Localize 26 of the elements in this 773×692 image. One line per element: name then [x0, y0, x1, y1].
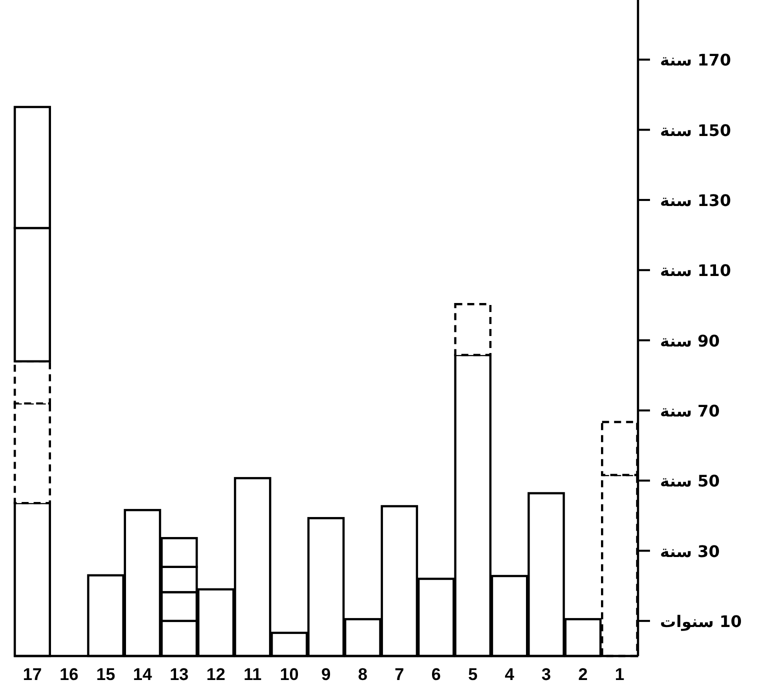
y-tick-label: 50 سنة: [660, 472, 720, 491]
y-tick-label: 90 سنة: [660, 331, 720, 350]
y-tick-label: 70 سنة: [660, 401, 720, 420]
x-tick-label: 11: [244, 665, 262, 684]
x-tick-label: 10: [280, 665, 299, 684]
x-tick-label: 3: [542, 665, 551, 684]
x-tick-label: 4: [504, 665, 515, 684]
x-tick-label: 13: [170, 665, 189, 684]
x-tick-label: 9: [321, 665, 331, 684]
x-tick-label: 2: [578, 665, 588, 684]
x-tick-label: 17: [22, 665, 42, 684]
y-tick-label: 110 سنة: [660, 261, 731, 280]
x-tick-label: 16: [60, 665, 79, 684]
y-tick-label: 150 سنة: [660, 120, 731, 140]
x-tick-label: 1: [614, 665, 624, 684]
x-tick-label: 7: [394, 665, 404, 684]
x-tick-label: 14: [133, 665, 152, 684]
y-tick-label: 30 سنة: [660, 542, 720, 561]
x-tick-label: 15: [96, 665, 116, 684]
x-tick-label: 12: [206, 665, 226, 684]
y-tick-label: 130 سنة: [660, 190, 731, 210]
x-tick-label: 6: [431, 665, 441, 684]
x-tick-label: 8: [358, 665, 368, 684]
y-tick-label: 170 سنة: [660, 50, 731, 70]
y-tick-label: 10 سنوات: [660, 612, 742, 631]
x-tick-label: 5: [468, 665, 478, 684]
